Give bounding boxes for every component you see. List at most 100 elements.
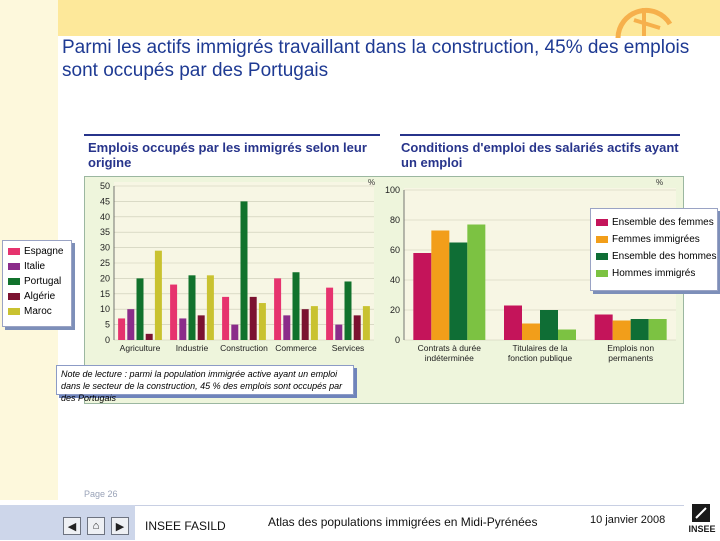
- bar-ensemble-des-femmes-2: [594, 314, 613, 340]
- bar-espagne-2: [222, 296, 230, 340]
- legend-label: Hommes immigrés: [612, 268, 696, 279]
- bar-maroc-1: [206, 275, 214, 340]
- bar-alg-rie-2: [249, 296, 257, 340]
- page-number: Page 26: [84, 489, 118, 499]
- x-tick-label: indéterminée: [425, 353, 474, 363]
- bar-italie-2: [231, 324, 239, 340]
- header-band: [58, 0, 720, 36]
- home-icon: ⌂: [92, 520, 100, 532]
- bar-italie-1: [179, 318, 187, 340]
- legend-item-ensemble-hommes: Ensemble des hommes: [591, 248, 717, 265]
- chevron-left-icon: ◀: [67, 520, 77, 533]
- bar-maroc-4: [362, 306, 370, 340]
- bar-alg-rie-4: [353, 315, 361, 340]
- bar-portugal-0: [136, 278, 144, 340]
- y-tick-label: 50: [100, 181, 110, 191]
- footer-atlas-title: Atlas des populations immigrées en Midi-…: [268, 515, 538, 529]
- x-tick-label: Commerce: [275, 343, 317, 353]
- y-tick-label: 100: [385, 185, 400, 195]
- insee-logo-text: INSEE: [688, 524, 716, 534]
- bar-ensemble-des-femmes-0: [413, 253, 432, 340]
- legend-item-algerie: Algérie: [3, 289, 71, 304]
- legend-swatch: [596, 270, 608, 277]
- x-tick-label: Contrats à durée: [418, 343, 482, 353]
- previous-button[interactable]: ◀: [63, 517, 81, 535]
- legend-swatch: [596, 236, 608, 243]
- home-button[interactable]: ⌂: [87, 517, 105, 535]
- y-tick-label: 20: [100, 273, 110, 283]
- legend-swatch: [8, 293, 20, 300]
- bar-hommes-immigr-s-1: [558, 329, 576, 340]
- legend-label: Espagne: [24, 246, 64, 257]
- y-tick-label: 20: [390, 305, 400, 315]
- chart1-title-rule: [84, 134, 380, 136]
- chart2-title-rule: [400, 134, 680, 136]
- bar-espagne-0: [118, 318, 126, 340]
- bar-maroc-0: [154, 250, 162, 340]
- bar-femmes-immigr-es-2: [612, 320, 631, 340]
- y-tick-label: 80: [390, 215, 400, 225]
- legend-item-italie: Italie: [3, 259, 71, 274]
- legend-swatch: [8, 278, 20, 285]
- x-tick-label: Industrie: [176, 343, 209, 353]
- footer-date: 10 janvier 2008: [590, 514, 666, 526]
- chart1-bar-chart: 0 5 10 15 20 25 30 35 40 45 50 Agriculture Industri…: [100, 178, 375, 353]
- legend-item-hommes-immigres: Hommes immigrés: [591, 265, 717, 282]
- insee-logo-icon: [692, 504, 710, 522]
- footer-source: INSEE FASILD: [145, 519, 226, 533]
- legend-label: Ensemble des hommes: [612, 251, 717, 262]
- legend-swatch: [8, 308, 20, 315]
- y-tick-label: 30: [100, 243, 110, 253]
- bar-alg-rie-3: [301, 309, 309, 340]
- chart2-legend: Ensemble des femmes Femmes immigrées Ens…: [590, 208, 718, 291]
- y-tick-label: 40: [390, 275, 400, 285]
- legend-item-ensemble-femmes: Ensemble des femmes: [591, 214, 717, 231]
- y-tick-label: 35: [100, 227, 110, 237]
- bar-femmes-immigr-es-0: [431, 230, 450, 340]
- x-tick-label: Emplois non: [607, 343, 654, 353]
- title-background: [58, 36, 720, 60]
- bar-ensemble-des-femmes-1: [504, 305, 522, 340]
- y-tick-label: 0: [395, 335, 400, 345]
- footer-bar: [135, 505, 720, 541]
- page-title: Parmi les actifs immigrés travaillant da…: [62, 37, 690, 81]
- chart1-ylabel: %: [368, 178, 375, 187]
- legend-label: Algérie: [24, 291, 56, 302]
- bar-femmes-immigr-es-1: [522, 323, 540, 340]
- bar-portugal-3: [292, 272, 300, 340]
- bar-espagne-3: [274, 278, 282, 340]
- legend-swatch: [8, 263, 20, 270]
- bar-portugal-1: [188, 275, 196, 340]
- legend-item-maroc: Maroc: [3, 304, 71, 319]
- x-tick-label: Titulaires de la: [513, 343, 568, 353]
- bar-ensemble-des-hommes-2: [630, 319, 649, 340]
- chart2-ylabel: %: [656, 178, 663, 187]
- y-tick-label: 25: [100, 258, 110, 268]
- bar-portugal-4: [344, 281, 352, 340]
- legend-swatch: [8, 248, 20, 255]
- bar-espagne-4: [326, 287, 334, 340]
- legend-swatch: [596, 253, 608, 260]
- bar-ensemble-des-hommes-1: [540, 310, 558, 340]
- legend-label: Maroc: [24, 306, 52, 317]
- insee-logo: INSEE: [684, 500, 720, 540]
- legend-item-portugal: Portugal: [3, 274, 71, 289]
- bar-hommes-immigr-s-2: [648, 319, 667, 340]
- bar-hommes-immigr-s-0: [467, 224, 486, 340]
- legend-label: Portugal: [24, 276, 62, 287]
- legend-item-femmes-immigrees: Femmes immigrées: [591, 231, 717, 248]
- next-button[interactable]: ▶: [111, 517, 129, 535]
- y-tick-label: 45: [100, 196, 110, 206]
- chart1-legend: Espagne Italie Portugal Algérie Maroc: [2, 240, 72, 327]
- x-tick-label: permanents: [608, 353, 653, 363]
- y-tick-label: 5: [105, 320, 110, 330]
- chevron-right-icon: ▶: [115, 520, 125, 533]
- y-tick-label: 60: [390, 245, 400, 255]
- x-tick-label: fonction publique: [508, 353, 573, 363]
- chart1-title: Emplois occupés par les immigrés selon l…: [88, 140, 367, 170]
- bar-alg-rie-0: [145, 333, 153, 340]
- decorative-logo-icon: [615, 7, 673, 39]
- y-tick-label: 40: [100, 212, 110, 222]
- x-tick-label: Construction: [220, 343, 268, 353]
- bar-italie-3: [283, 315, 291, 340]
